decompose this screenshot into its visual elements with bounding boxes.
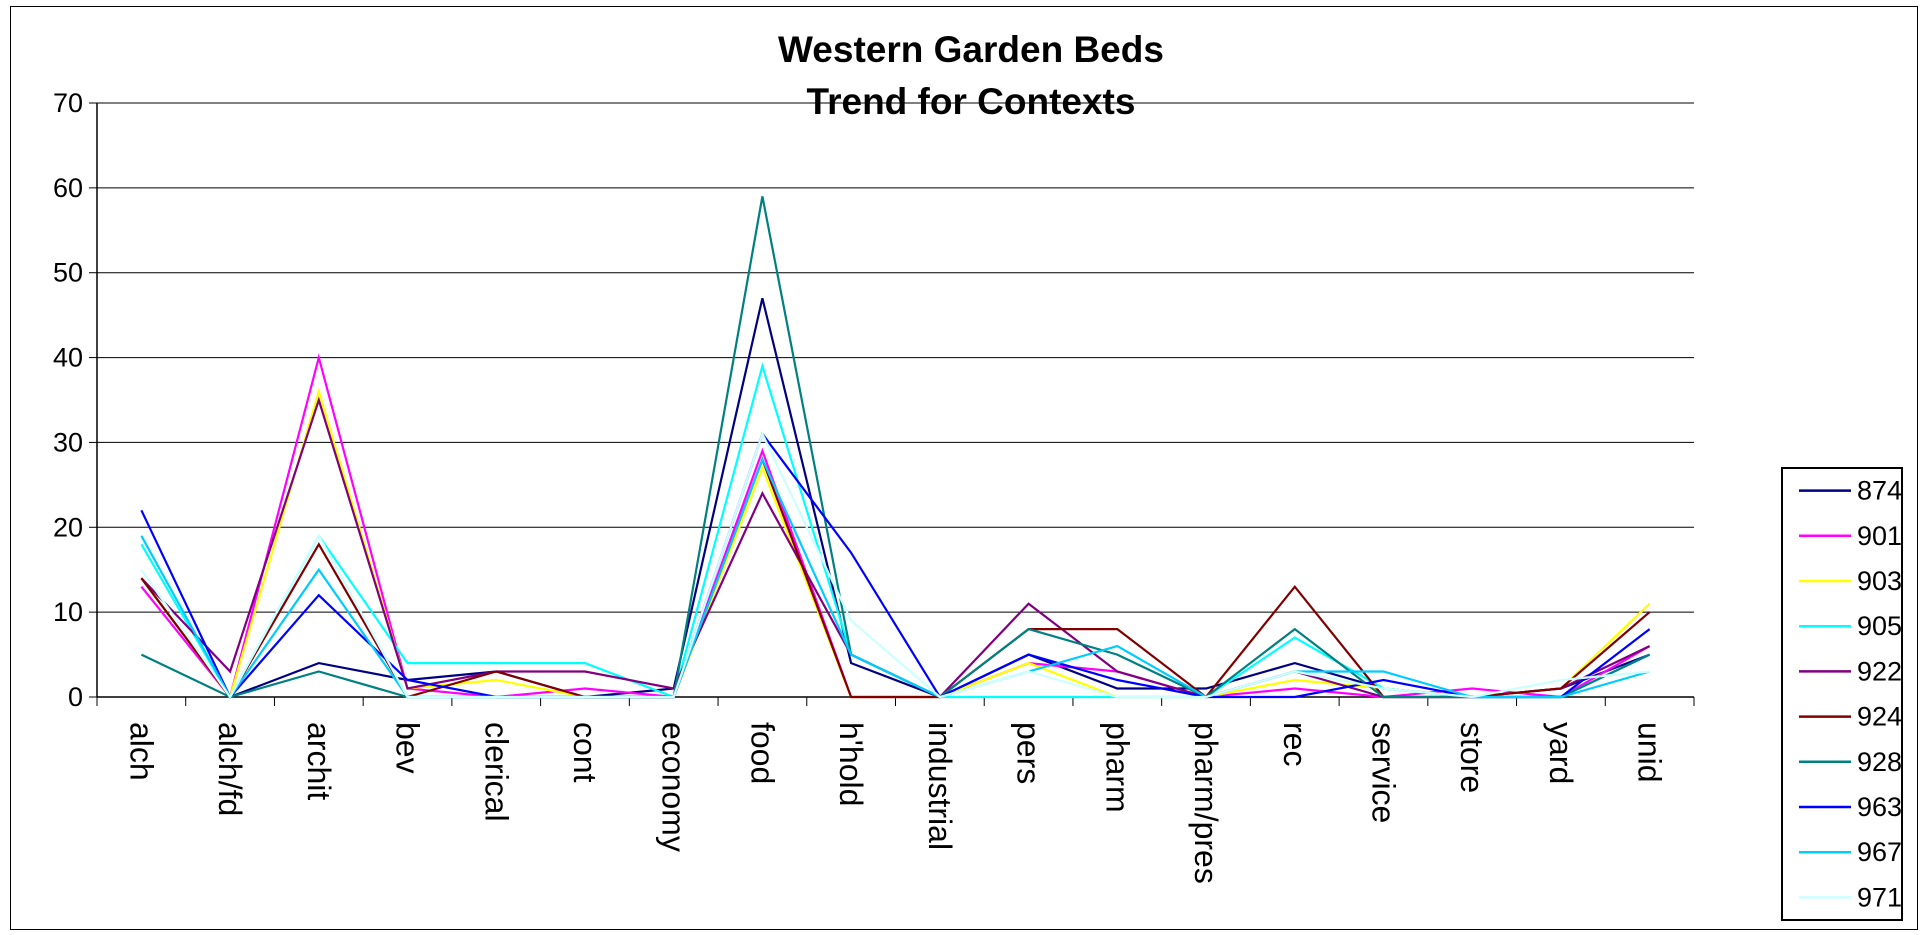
series-line-924 — [140, 456, 1651, 699]
axes: 0 10 20 30 40 50 60 70 alch alch/fd archit bev cleri… — [53, 88, 1695, 884]
series-line-905 — [140, 362, 1651, 700]
y-tick-label: 40 — [53, 343, 83, 373]
y-tick-label: 10 — [53, 597, 83, 627]
y-tick-label: 60 — [53, 173, 83, 203]
x-tick-label-7: food — [744, 722, 780, 784]
x-tick-label-17: unid — [1632, 722, 1668, 783]
legend-label-903: 903 — [1857, 566, 1902, 596]
legend-label-922: 922 — [1857, 656, 1902, 686]
y-tick-label: 70 — [53, 88, 83, 118]
series-lines — [140, 196, 1651, 700]
legend-label-924: 924 — [1857, 702, 1902, 732]
x-tick-label-3: bev — [390, 722, 426, 774]
chart-title: Western Garden Beds Trend for Contexts — [778, 29, 1164, 122]
x-tick-label-5: cont — [567, 722, 603, 783]
legend: 874 901 903 905 922 924 928 963 967 971 — [1781, 467, 1903, 921]
series-line-967 — [140, 456, 1650, 700]
series-line-928 — [140, 196, 1651, 699]
legend-label-901: 901 — [1857, 521, 1902, 551]
y-tick-label: 30 — [53, 427, 83, 457]
series-line-963 — [140, 431, 1651, 699]
legend-label-874: 874 — [1857, 476, 1902, 506]
line-chart: 0 10 20 30 40 50 60 70 alch alch/fd archit bev cleri… — [53, 29, 1903, 921]
x-tick-label-14: service — [1365, 722, 1401, 823]
x-tick-label-1: alch/fd — [212, 722, 248, 816]
x-tick-label-10: pers — [1011, 722, 1047, 784]
legend-label-971: 971 — [1857, 882, 1902, 912]
x-tick-label-8: h'hold — [833, 722, 869, 806]
legend-box — [1781, 467, 1903, 921]
chart-title-line-1: Western Garden Beds — [778, 29, 1164, 70]
x-tick-label-4: clerical — [478, 722, 514, 822]
x-tick-label-2: archit — [301, 722, 337, 800]
x-tick-label-12: pharm/pres — [1188, 722, 1224, 884]
y-tick-label: 50 — [53, 258, 83, 288]
series-line-903 — [140, 387, 1651, 700]
legend-label-963: 963 — [1857, 792, 1902, 822]
x-tick-label-15: store — [1454, 722, 1490, 793]
chart-frame: 0 10 20 30 40 50 60 70 alch alch/fd archit bev cleri… — [10, 6, 1918, 930]
series-line-922 — [140, 396, 1651, 699]
series-line-971 — [140, 430, 1650, 700]
gridlines — [97, 102, 1694, 613]
y-tick-label: 20 — [53, 512, 83, 542]
legend-label-928: 928 — [1857, 747, 1902, 777]
legend-label-967: 967 — [1857, 837, 1902, 867]
x-tick-label-9: industrial — [922, 722, 958, 850]
x-tick-label-0: alch — [123, 722, 159, 781]
x-tick-label-6: economy — [656, 722, 692, 852]
chart-title-line-2: Trend for Contexts — [807, 81, 1136, 122]
legend-label-905: 905 — [1857, 611, 1902, 641]
x-tick-label-16: yard — [1543, 722, 1579, 784]
y-tick-label: 0 — [68, 682, 83, 712]
x-tick-label-13: rec — [1277, 722, 1313, 766]
x-tick-label-11: pharm — [1099, 722, 1135, 813]
